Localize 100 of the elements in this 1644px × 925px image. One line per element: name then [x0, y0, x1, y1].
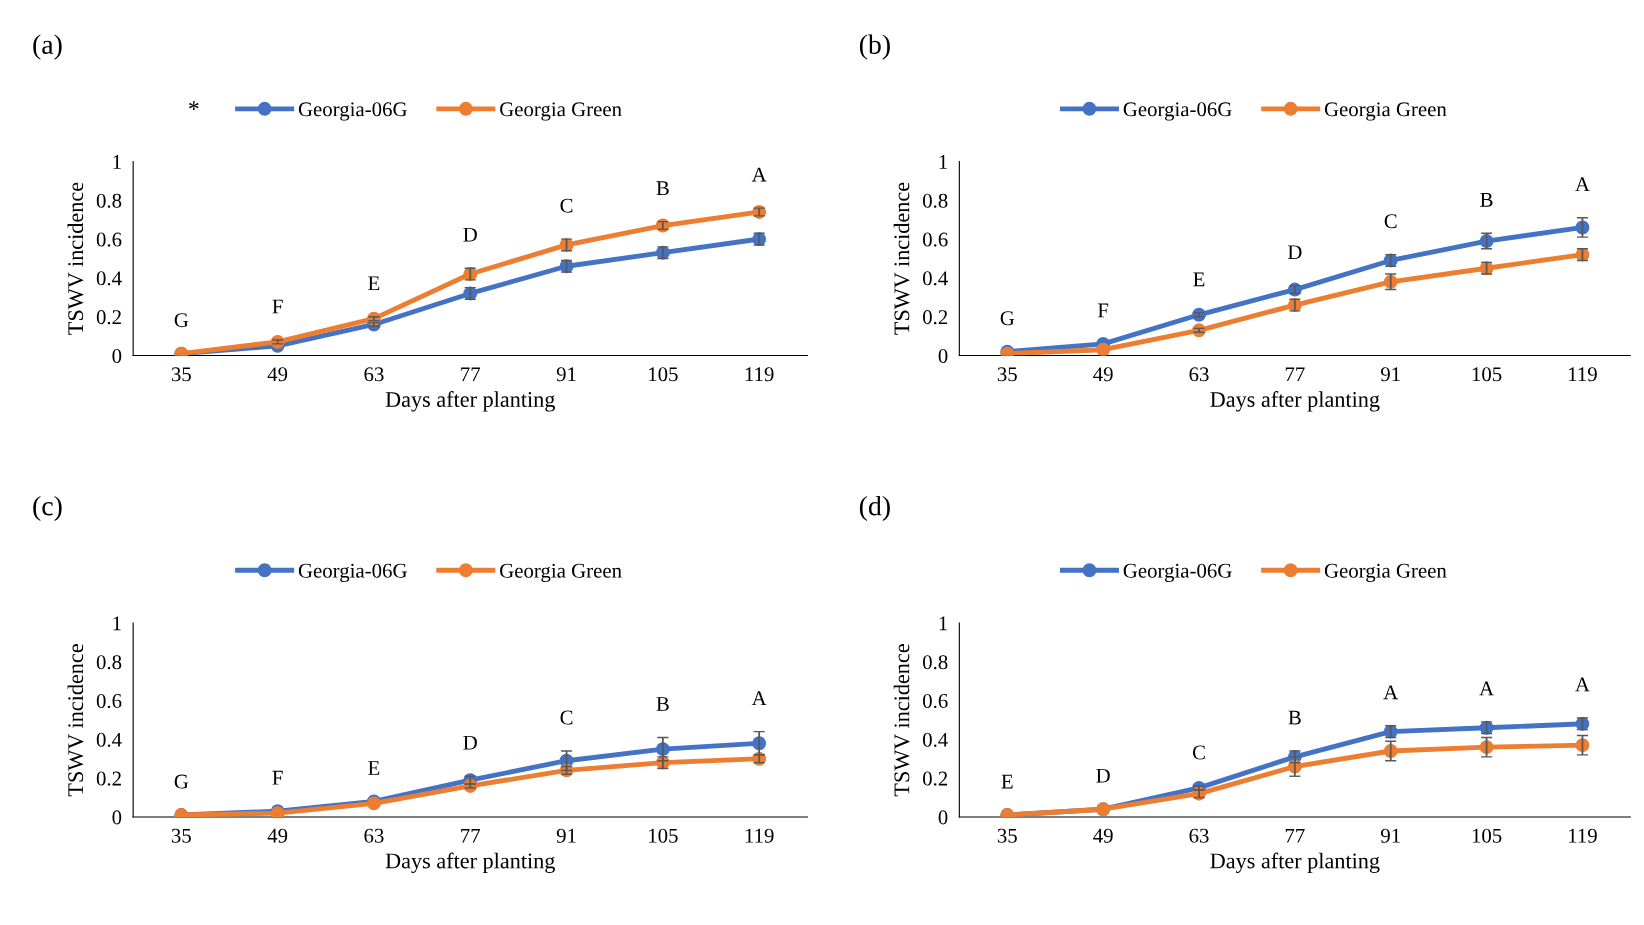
annotation: C [560, 710, 573, 725]
annotation: F [1097, 303, 1109, 318]
legend-label: Georgia Green [500, 563, 622, 583]
y-tick-label: 1 [939, 154, 947, 169]
y-tick-label: 0 [112, 348, 122, 363]
annotation: B [1288, 710, 1301, 725]
annotation: G [174, 313, 189, 328]
text: * [189, 101, 199, 110]
y-tick-label: 0.6 [922, 232, 948, 247]
annotation: D [463, 735, 477, 750]
legend-label: Georgia Green [1324, 563, 1447, 583]
y-tick-label: 0.4 [922, 271, 948, 286]
annotation: E [1193, 272, 1205, 287]
x-tick-label: 91 [1380, 367, 1400, 382]
y-tick-label: 0.2 [922, 771, 948, 786]
x-tick-label: 105 [649, 367, 678, 382]
annotation: B [656, 697, 669, 711]
y-axis-title: TSWV incidence [67, 182, 84, 335]
y-tick-label: 0.6 [922, 693, 948, 709]
x-tick-label: 119 [1569, 828, 1597, 843]
x-tick-label: 49 [1093, 828, 1113, 843]
legend-label: Georgia-06G [298, 563, 407, 583]
x-tick-label: 77 [461, 367, 481, 382]
y-axis-title: TSWV incidence [893, 644, 910, 797]
annotation: A [1383, 685, 1399, 700]
y-tick-label: 0.6 [96, 693, 122, 709]
annotation: E [1001, 774, 1013, 789]
x-tick-label: 35 [997, 828, 1017, 843]
x-tick-label: 35 [171, 828, 191, 843]
y-tick-label: 0.8 [922, 193, 948, 208]
y-tick-label: 0 [938, 810, 948, 825]
x-tick-label: 63 [364, 828, 384, 843]
annotation: B [656, 181, 669, 196]
legend-label: Georgia Green [500, 102, 622, 121]
x-tick-label: 35 [997, 367, 1017, 382]
x-axis-title: Days after planting [385, 391, 555, 412]
annotation: G [1000, 311, 1015, 326]
y-tick-label: 0.8 [96, 193, 122, 208]
annotation: D [1096, 768, 1110, 783]
x-axis-title: Days after planting [1210, 391, 1380, 412]
y-tick-label: 0.8 [96, 655, 122, 670]
x-tick-label: 119 [1569, 367, 1597, 382]
x-tick-label: 63 [364, 367, 384, 382]
x-tick-label: 119 [745, 828, 774, 843]
y-tick-label: 0.4 [96, 271, 122, 286]
chart-title: (c) [33, 495, 62, 522]
annotation: D [1287, 245, 1302, 260]
x-tick-label: 105 [649, 828, 678, 843]
x-tick-label: 105 [1472, 367, 1502, 382]
x-tick-label: 49 [267, 367, 288, 382]
x-axis-title: Days after planting [1210, 852, 1380, 873]
annotation: E [368, 276, 380, 291]
annotation: A [1479, 681, 1494, 696]
x-tick-label: 63 [1189, 828, 1209, 843]
annotation: A [1575, 677, 1590, 692]
annotation: C [560, 198, 573, 213]
x-tick-label: 91 [1380, 828, 1400, 843]
annotation: G [174, 774, 189, 789]
x-tick-label: 105 [1472, 828, 1502, 843]
x-tick-label: 49 [1093, 367, 1113, 382]
y-tick-label: 0.2 [922, 310, 948, 325]
x-tick-label: 63 [1189, 367, 1209, 382]
annotation: E [368, 761, 380, 775]
y-tick-label: 1 [113, 616, 121, 631]
y-tick-label: 0.4 [96, 732, 122, 747]
annotation: C [1384, 214, 1397, 229]
chart-title: (d) [859, 495, 890, 522]
annotation: C [1192, 745, 1205, 760]
annotation: A [1575, 177, 1590, 192]
x-tick-label: 91 [556, 828, 576, 843]
y-tick-label: 0.4 [922, 732, 948, 747]
chart-title: (a) [33, 34, 62, 60]
annotation: A [751, 691, 767, 705]
legend-label: Georgia-06G [1123, 102, 1232, 121]
x-tick-label: 49 [267, 828, 288, 843]
y-tick-label: 0 [112, 810, 122, 825]
x-tick-label: 77 [1285, 367, 1305, 382]
y-tick-label: 0 [938, 348, 948, 363]
x-tick-label: 35 [171, 367, 191, 382]
legend-label: Georgia-06G [298, 102, 407, 121]
y-tick-label: 1 [113, 154, 121, 169]
y-tick-label: 0.8 [922, 655, 948, 670]
x-axis-title: Days after planting [385, 852, 555, 873]
y-tick-label: 0.6 [96, 232, 122, 247]
legend-label: Georgia Green [1324, 102, 1447, 121]
y-tick-label: 1 [939, 616, 947, 631]
x-tick-label: 77 [461, 828, 481, 843]
annotation: F [272, 770, 283, 785]
annotation: A [751, 167, 767, 182]
y-axis-title: TSWV incidence [67, 644, 84, 797]
chart-title: (b) [859, 34, 890, 60]
x-tick-label: 119 [745, 367, 774, 382]
annotation: D [463, 227, 477, 242]
annotation: B [1480, 192, 1493, 207]
y-axis-title: TSWV incidence [893, 182, 910, 335]
annotation: F [272, 299, 283, 314]
y-tick-label: 0.2 [96, 310, 121, 325]
x-tick-label: 91 [556, 367, 576, 382]
x-tick-label: 77 [1285, 828, 1305, 843]
legend-label: Georgia-06G [1123, 563, 1232, 583]
